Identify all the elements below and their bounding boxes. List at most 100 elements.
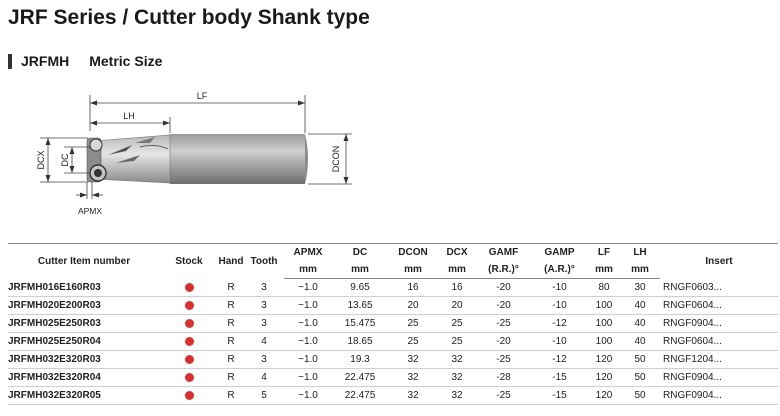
tooth-cell: 3 [244, 350, 284, 369]
lf-label: LF [197, 91, 208, 101]
header-row: Cutter Item number Stock Hand Tooth APMX… [8, 243, 778, 279]
dc-cell: 13.65 [332, 296, 388, 315]
table-row: JRFMH025E250R03 R 3 ~1.0 15.475 25 25 -25 -12 100… [8, 314, 778, 333]
hand-cell: R [218, 332, 244, 351]
gamf-cell: -25 [476, 386, 531, 405]
item-number: JRFMH025E250R04 [8, 332, 160, 351]
item-number: JRFMH016E160R03 [8, 278, 160, 297]
col-stock: Stock [160, 243, 218, 279]
table-row: JRFMH016E160R03 R 3 ~1.0 9.65 16 16 -20 -10 80 30 R… [8, 278, 778, 297]
insert-cell: RNGF0603... [660, 278, 778, 297]
unit-lh: mm [620, 261, 660, 279]
gamf-cell: -20 [476, 278, 531, 297]
lf-cell: 120 [588, 368, 620, 387]
gamp-cell: -10 [531, 332, 588, 351]
table-row: JRFMH025E250R04 R 4 ~1.0 18.65 25 25 -20 -10 100 4… [8, 332, 778, 351]
table-row: JRFMH032E320R05 R 5 ~1.0 22.475 32 32 -25 -15 120… [8, 386, 778, 405]
col-lh: LH [620, 243, 660, 261]
stock-indicator [160, 296, 218, 315]
dcx-label: DCX [36, 150, 46, 169]
col-gamp: GAMP [531, 243, 588, 261]
dc-label: DC [60, 153, 70, 166]
stock-dot-icon [184, 282, 194, 292]
dc-cell: 22.475 [332, 368, 388, 387]
unit-lf: mm [588, 261, 620, 279]
hand-cell: R [218, 296, 244, 315]
hand-cell: R [218, 368, 244, 387]
unit-dc: mm [332, 261, 388, 279]
dcx-cell: 25 [438, 314, 476, 333]
lf-cell: 120 [588, 350, 620, 369]
lh-arrow-right [163, 120, 170, 126]
stock-dot-icon [184, 354, 194, 364]
lh-cell: 40 [620, 332, 660, 351]
gamp-cell: -10 [531, 296, 588, 315]
dcx-cell: 32 [438, 350, 476, 369]
tooth-cell: 3 [244, 296, 284, 315]
apmx-cell: ~1.0 [284, 278, 332, 297]
lh-label: LH [123, 111, 135, 121]
unit-dcon: mm [388, 261, 438, 279]
unit-gamp: (A.R.)° [531, 261, 588, 279]
dcx-cell: 32 [438, 368, 476, 387]
gamf-cell: -20 [476, 332, 531, 351]
col-dcon: DCON [388, 243, 438, 261]
dc-cell: 18.65 [332, 332, 388, 351]
lh-cell: 40 [620, 296, 660, 315]
unit-apmx: mm [284, 261, 332, 279]
item-number: JRFMH032E320R04 [8, 368, 160, 387]
gamp-cell: -15 [531, 368, 588, 387]
heading-bar [8, 53, 12, 69]
insert-cell: RNGF0904... [660, 368, 778, 387]
stock-dot-icon [184, 300, 194, 310]
dcon-cell: 32 [388, 368, 438, 387]
stock-dot-icon [184, 318, 194, 328]
col-dcx: DCX [438, 243, 476, 261]
lf-cell: 100 [588, 296, 620, 315]
dcx-cell: 16 [438, 278, 476, 297]
insert-top [89, 138, 103, 152]
spec-table: Cutter Item number Stock Hand Tooth APMX… [8, 243, 778, 405]
gamf-cell: -25 [476, 350, 531, 369]
lh-arrow-left [90, 120, 97, 126]
insert-cell: RNGF0604... [660, 332, 778, 351]
lh-cell: 50 [620, 368, 660, 387]
lh-cell: 50 [620, 386, 660, 405]
item-number: JRFMH020E200R03 [8, 296, 160, 315]
page-title: JRF Series / Cutter body Shank type [8, 6, 370, 29]
apmx-cell: ~1.0 [284, 368, 332, 387]
dc-cell: 9.65 [332, 278, 388, 297]
gamf-cell: -20 [476, 296, 531, 315]
col-apmx: APMX [284, 243, 332, 261]
dcon-label: DCON [331, 146, 341, 173]
stock-indicator [160, 332, 218, 351]
hand-cell: R [218, 350, 244, 369]
stock-indicator [160, 350, 218, 369]
lf-arrow-right [298, 100, 305, 106]
col-hand: Hand [218, 243, 244, 279]
insert-cell: RNGF0904... [660, 314, 778, 333]
stock-dot-icon [184, 336, 194, 346]
item-number: JRFMH032E320R05 [8, 386, 160, 405]
apmx-cell: ~1.0 [284, 386, 332, 405]
unit-dcx: mm [438, 261, 476, 279]
dcon-cell: 16 [388, 278, 438, 297]
insert-cell: RNGF0604... [660, 296, 778, 315]
gamf-cell: -25 [476, 314, 531, 333]
col-gamf: GAMF [476, 243, 531, 261]
dcx-cell: 25 [438, 332, 476, 351]
dcon-cell: 20 [388, 296, 438, 315]
section-code: JRFMH [21, 53, 70, 69]
lh-cell: 50 [620, 350, 660, 369]
stock-indicator [160, 368, 218, 387]
col-item: Cutter Item number [8, 243, 160, 279]
apmx-cell: ~1.0 [284, 314, 332, 333]
table-row: JRFMH032E320R03 R 3 ~1.0 19.3 32 32 -25 -12 120 50… [8, 350, 778, 369]
section-heading: JRFMH Metric Size [8, 52, 162, 70]
hand-cell: R [218, 314, 244, 333]
lf-cell: 120 [588, 386, 620, 405]
apmx-cell: ~1.0 [284, 350, 332, 369]
dc-cell: 22.475 [332, 386, 388, 405]
dcon-cell: 32 [388, 386, 438, 405]
lf-cell: 100 [588, 332, 620, 351]
